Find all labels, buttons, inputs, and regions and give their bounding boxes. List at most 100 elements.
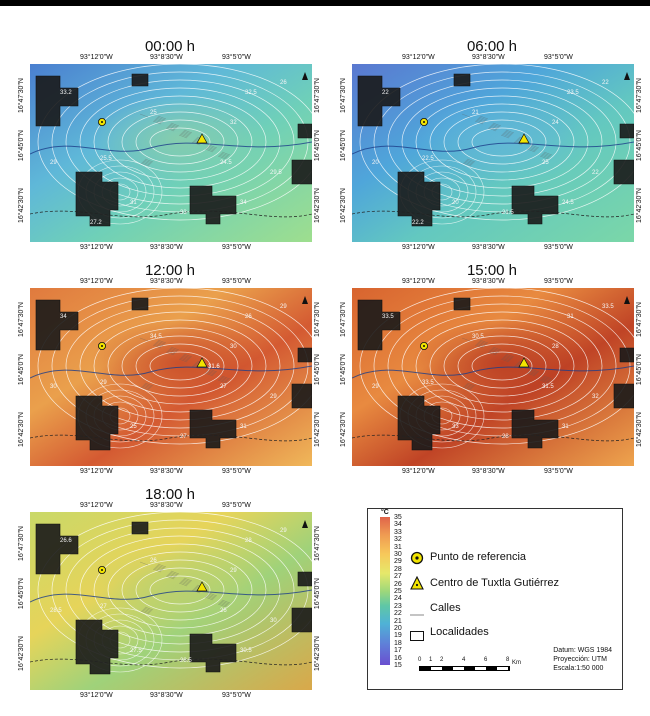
street-line <box>540 378 550 383</box>
isotherm-line <box>93 543 267 637</box>
street-line <box>541 377 551 382</box>
scale-tick: 1 <box>429 657 433 663</box>
street-line <box>464 384 474 389</box>
contour-value-label: 31 <box>240 424 247 430</box>
center-triangle-icon <box>196 133 208 144</box>
locality-block <box>131 73 149 87</box>
contour-value-label: 28.5 <box>50 608 62 614</box>
street-line <box>169 123 179 128</box>
street-line <box>155 117 165 122</box>
isotherm-line <box>79 311 281 421</box>
street-line <box>489 349 499 354</box>
map-panel: 00:00 h 93°12'0"W 93°8'30"W 93°5'0"W 93°12'0… <box>10 38 330 268</box>
isotherm-line <box>65 527 295 653</box>
contour-value-label: 24 <box>552 120 559 126</box>
street-line <box>462 386 472 391</box>
isotherm-line <box>51 71 309 213</box>
street-line <box>156 564 166 569</box>
center-triangle-icon <box>518 357 530 368</box>
isotherm-line <box>429 327 575 405</box>
street-line <box>502 132 512 137</box>
contour-value-label: 31.5 <box>542 384 554 390</box>
contour-value-label: 33.2 <box>60 90 72 96</box>
street-line <box>465 159 475 164</box>
coord-left-label: 16°45'0"N <box>340 354 347 386</box>
scale-text: Escala:1:50 000 <box>553 665 604 672</box>
locality-block <box>35 299 79 351</box>
street-line <box>492 122 502 127</box>
north-arrow-icon <box>302 296 308 304</box>
street-line <box>208 368 218 373</box>
street-line <box>208 144 218 149</box>
colorbar-tick-label: 20 <box>394 625 402 632</box>
street-line <box>477 117 487 122</box>
street-line <box>488 126 498 131</box>
locality-block <box>189 185 237 225</box>
street-line <box>478 116 488 121</box>
isotherm-line <box>359 64 634 221</box>
coord-right-label: 16°42'30"N <box>314 412 321 448</box>
coord-left-label: 16°47'30"N <box>340 302 347 338</box>
contour-value-label: 29.5 <box>270 170 282 176</box>
street-line <box>492 346 502 351</box>
street-line <box>221 151 231 156</box>
street-line <box>143 383 153 388</box>
street-line <box>221 599 231 604</box>
contour-value-label: 26 <box>150 558 157 564</box>
coord-bottom-label: 93°8'30"W <box>472 244 505 251</box>
coord-bottom-label: 93°8'30"W <box>150 468 183 475</box>
street-line <box>205 371 215 376</box>
street-line <box>182 130 192 135</box>
street-line <box>219 153 229 158</box>
contour-value-label: 29 <box>230 568 237 574</box>
street-line <box>529 369 539 374</box>
streets-line-icon <box>410 605 424 623</box>
street-line <box>204 596 214 601</box>
colorbar-tick-label: 27 <box>394 573 402 581</box>
colorbar-ticks: 35 34 33 32 31 30 29 28 27 26 25 24 23 22 21 20 19 18 17 16… <box>394 514 408 669</box>
street-line <box>166 126 176 131</box>
street-line <box>139 337 149 342</box>
coord-right-label: 16°42'30"N <box>636 412 643 448</box>
isotherm-line <box>51 519 309 661</box>
locality-block <box>131 521 149 535</box>
contour-value-label: 22 <box>592 170 599 176</box>
legend-label-center: Centro de Tuxtla Gutiérrez <box>430 577 560 589</box>
contour-value-label: 32 <box>592 394 599 400</box>
isotherm-line <box>373 71 631 213</box>
locality-block <box>35 75 79 127</box>
locality-block <box>613 383 634 409</box>
street-line <box>221 375 231 380</box>
north-arrow-icon <box>302 520 308 528</box>
coord-right-label: 16°45'0"N <box>636 130 643 162</box>
map-panel: 18:00 h 93°12'0"W 93°8'30"W 93°5'0"W 93°12'0… <box>10 486 330 716</box>
contour-value-label: 29 <box>280 528 287 534</box>
colorbar-tick-label: 32 <box>394 536 402 544</box>
coord-bottom-label: 93°5'0"W <box>222 244 251 251</box>
coord-left-label: 16°42'30"N <box>340 188 347 224</box>
scale-tick: 2 <box>440 657 444 663</box>
contour-value-label: 23.5 <box>567 90 579 96</box>
street-line <box>219 601 229 606</box>
coord-bottom-label: 93°12'0"W <box>402 244 435 251</box>
street-line <box>527 147 537 152</box>
street-line <box>152 568 162 573</box>
contour-value-label: 25 <box>130 424 137 430</box>
coord-right-label: 16°42'30"N <box>636 188 643 224</box>
street-line <box>166 574 176 579</box>
street-line <box>144 382 154 387</box>
street-line <box>157 339 167 344</box>
reference-point-dot <box>423 121 425 123</box>
coord-top-label: 93°12'0"W <box>402 278 435 285</box>
locality-block <box>297 123 312 139</box>
isotherm-line <box>107 551 253 629</box>
street-line <box>142 384 152 389</box>
isotherm-line <box>373 295 631 437</box>
center-triangle-icon <box>410 575 424 595</box>
street-line <box>144 158 154 163</box>
street-line <box>540 154 550 159</box>
contour-value-label: 27.2 <box>90 220 102 226</box>
contour-value-label: 30 <box>270 618 277 624</box>
coord-top-label: 93°5'0"W <box>222 54 251 61</box>
street-line <box>217 379 227 384</box>
